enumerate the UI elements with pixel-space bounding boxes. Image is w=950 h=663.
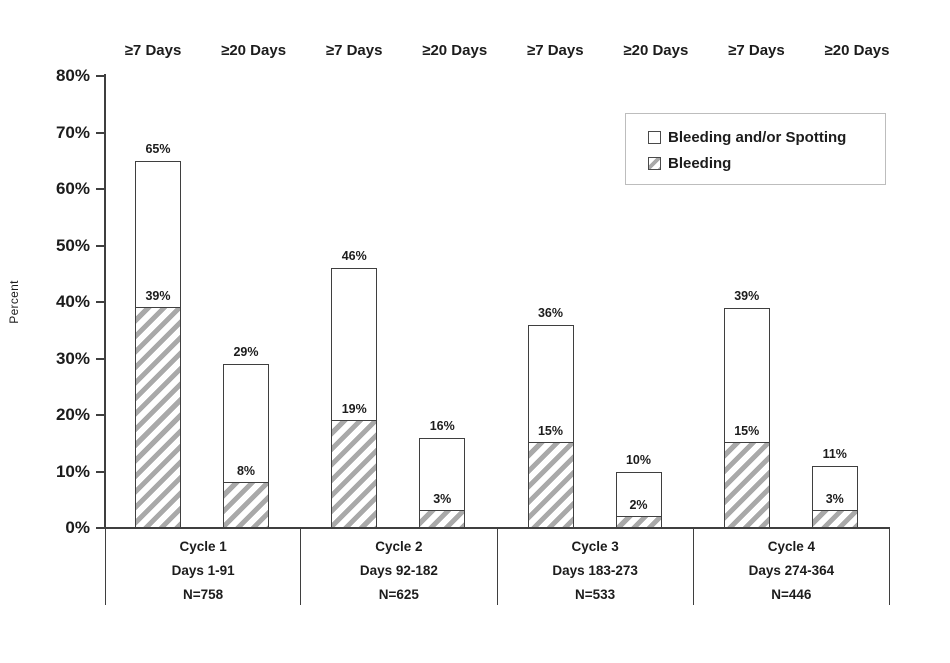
total-value-label: 10%	[625, 452, 652, 467]
y-axis-title: Percent	[7, 280, 21, 324]
duration-header: ≥7 Days	[728, 42, 785, 59]
bar-segment-bleeding	[812, 510, 857, 527]
bar-total-bleeding-spotting	[223, 364, 269, 528]
cycle-name: Cycle 2	[375, 539, 423, 554]
total-value-label: 11%	[822, 446, 847, 461]
y-tick-label: 30%	[55, 348, 90, 368]
cycle-cell: Cycle 1 Days 1-91 N=758	[105, 528, 302, 605]
bar-segment-bleeding	[528, 442, 573, 527]
bleeding-value-label: 3%	[825, 492, 844, 507]
bar-segment-bleeding	[332, 419, 377, 527]
cycle-name: Cycle 1	[179, 539, 227, 554]
y-tick-mark	[96, 75, 104, 77]
y-tick-label: 60%	[55, 179, 90, 198]
cycle-cell: Cycle 3 Days 183-273 N=533	[498, 528, 694, 605]
cycle-days-range: Days 1-91	[171, 563, 235, 578]
bar-segment-bleeding	[224, 481, 268, 527]
y-tick-label: 40%	[55, 292, 90, 311]
bar-total-bleeding-spotting	[419, 437, 466, 528]
legend-entry: Bleeding and/or Spotting	[648, 124, 885, 150]
bar-total-bleeding-spotting	[331, 268, 378, 528]
y-tick-label: 10%	[55, 461, 90, 481]
duration-header: ≥7 Days	[325, 42, 383, 59]
y-tick-mark	[96, 357, 104, 360]
duration-header: ≥20 Days	[623, 42, 689, 59]
cycle-sample-size: N=625	[378, 587, 419, 602]
legend: Bleeding and/or Spotting Bleeding	[625, 113, 886, 185]
duration-header: ≥7 Days	[526, 42, 584, 59]
cycle-cell: Cycle 2 Days 92-182 N=625	[301, 528, 498, 605]
y-tick-mark	[96, 414, 104, 416]
cycle-sample-size: N=758	[183, 587, 224, 602]
bleeding-value-label: 8%	[236, 463, 256, 478]
y-tick-mark	[96, 188, 104, 190]
bleeding-value-label: 2%	[629, 497, 648, 512]
legend-entry: Bleeding	[648, 150, 885, 176]
bleeding-value-label: 3%	[433, 492, 452, 507]
total-value-label: 39%	[734, 288, 760, 303]
bleeding-value-label: 19%	[341, 401, 367, 416]
bleeding-value-label: 15%	[734, 424, 760, 439]
x-axis-line	[96, 527, 890, 529]
hatched-swatch-icon	[648, 156, 661, 170]
bar-segment-bleeding	[136, 306, 180, 527]
duration-header: ≥20 Days	[824, 42, 890, 59]
bar-total-bleeding-spotting	[811, 465, 858, 528]
bar-total-bleeding-spotting	[615, 471, 662, 528]
cycle-name: Cycle 3	[571, 539, 619, 554]
duration-header: ≥20 Days	[422, 42, 488, 59]
duration-header: ≥7 Days	[124, 42, 182, 59]
y-axis-line	[104, 74, 106, 529]
total-value-label: 65%	[145, 141, 171, 156]
bar-segment-bleeding	[616, 515, 661, 527]
cycle-days-range: Days 274-364	[748, 563, 835, 578]
bar-segment-bleeding	[420, 510, 465, 527]
open-swatch-icon	[648, 130, 661, 144]
y-tick-mark	[96, 244, 104, 247]
cycle-days-range: Days 183-273	[552, 563, 638, 578]
y-tick-label: 80%	[55, 66, 90, 85]
y-tick-label: 20%	[55, 405, 90, 424]
total-value-label: 36%	[537, 305, 564, 320]
bar-total-bleeding-spotting	[527, 324, 574, 528]
total-value-label: 29%	[233, 345, 259, 360]
total-value-label: 16%	[429, 418, 455, 433]
y-tick-mark	[96, 470, 104, 473]
cycle-sample-size: N=533	[575, 587, 616, 602]
cycle-days-range: Days 92-182	[359, 563, 438, 578]
y-tick-label: 70%	[55, 122, 90, 142]
cycle-name: Cycle 4	[767, 539, 816, 554]
bleeding-value-label: 15%	[537, 424, 564, 439]
cycle-sample-size: N=446	[771, 587, 812, 602]
legend-entry-label: Bleeding and/or Spotting	[668, 128, 847, 146]
y-tick-label: 50%	[55, 235, 90, 255]
total-value-label: 46%	[341, 249, 367, 264]
bar-total-bleeding-spotting	[135, 160, 181, 528]
y-tick-mark	[96, 301, 104, 303]
duration-header: ≥20 Days	[221, 42, 287, 59]
legend-entry-label: Bleeding	[668, 154, 732, 172]
cycle-cell: Cycle 4 Days 274-364 N=446	[694, 528, 890, 605]
y-tick-label: 0%	[65, 518, 90, 537]
bleeding-value-label: 39%	[145, 288, 171, 303]
bar-segment-bleeding	[724, 442, 769, 527]
y-tick-mark	[96, 131, 104, 134]
bar-total-bleeding-spotting	[723, 307, 770, 528]
